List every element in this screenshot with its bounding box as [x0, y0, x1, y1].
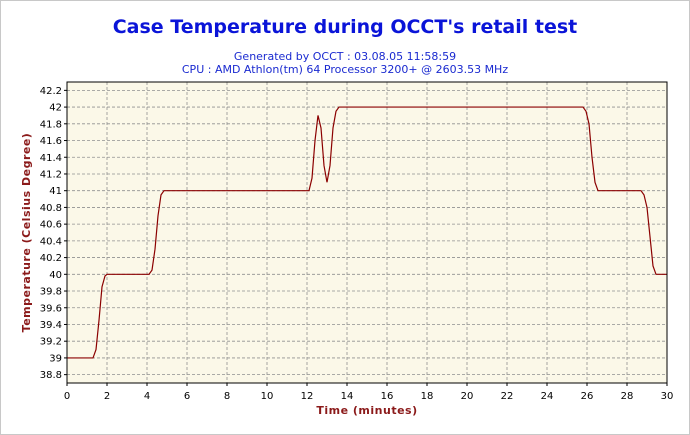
chart-subtitle-generated: Generated by OCCT : 03.08.05 11:58:59: [233, 50, 457, 63]
x-tick-label: 10: [261, 391, 274, 402]
x-tick-label: 20: [461, 391, 474, 402]
x-tick-label: 6: [184, 391, 190, 402]
chart-subtitle-cpu: CPU : AMD Athlon(tm) 64 Processor 3200+ …: [181, 63, 509, 76]
y-tick-label: 38.8: [40, 370, 62, 381]
y-axis-label: Temperature (Celsius Degree): [20, 133, 33, 333]
y-tick-label: 40.2: [40, 253, 62, 264]
x-tick-label: 28: [621, 391, 634, 402]
y-tick-label: 41.2: [40, 169, 62, 180]
y-tick-label: 40: [49, 270, 62, 281]
y-tick-label: 42: [49, 103, 62, 114]
y-tick-label: 42.2: [40, 86, 62, 97]
y-tick-label: 39.4: [40, 320, 62, 331]
x-tick-label: 26: [581, 391, 594, 402]
x-tick-label: 18: [421, 391, 434, 402]
x-tick-label: 12: [301, 391, 314, 402]
x-tick-label: 2: [104, 391, 110, 402]
chart-title: Case Temperature during OCCT's retail te…: [112, 16, 578, 38]
y-tick-label: 39: [49, 353, 62, 364]
y-tick-label: 39.2: [40, 337, 62, 348]
x-tick-label: 8: [224, 391, 230, 402]
series-line: [67, 106, 667, 359]
x-tick-label: 0: [64, 391, 70, 402]
y-tick-label: 40.6: [40, 220, 62, 231]
x-tick-label: 14: [341, 391, 354, 402]
x-tick-label: 30: [661, 391, 674, 402]
y-tick-label: 40.8: [40, 203, 62, 214]
x-axis-ticks: 0 2 4 6 8 10 12 14 16 18 20 22 24 26 28 30: [64, 383, 674, 402]
x-tick-label: 16: [381, 391, 394, 402]
y-tick-label: 39.8: [40, 287, 62, 298]
y-tick-label: 40.4: [40, 236, 62, 247]
x-axis-label: Time (minutes): [316, 404, 417, 417]
x-tick-label: 22: [501, 391, 514, 402]
y-tick-label: 39.6: [40, 303, 62, 314]
y-tick-label: 41.8: [40, 119, 62, 130]
y-axis-ticks: 38.8 39 39.2 39.4 39.6 39.8 40 40.2 40.4 40.6 40.8…: [40, 86, 67, 381]
x-tick-label: 4: [144, 391, 150, 402]
y-tick-label: 41.4: [40, 153, 62, 164]
plot-border: [66, 81, 668, 384]
y-tick-label: 41: [49, 186, 62, 197]
y-tick-label: 41.6: [40, 136, 62, 147]
x-tick-label: 24: [541, 391, 554, 402]
plot-area: [67, 82, 667, 383]
